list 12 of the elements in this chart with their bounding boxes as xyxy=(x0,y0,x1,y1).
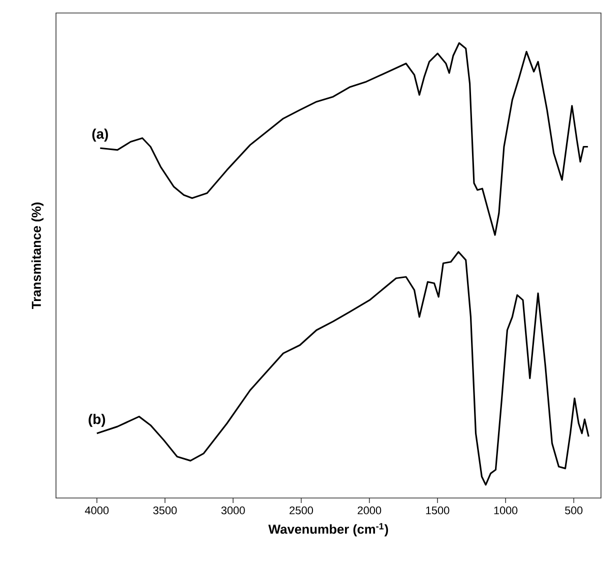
x-tick-label: 2000 xyxy=(358,506,382,514)
x-tick-label: 1500 xyxy=(426,506,450,514)
x-tick-label: 500 xyxy=(565,506,582,514)
series-label: (a) xyxy=(92,128,108,142)
x-tick-label: 1000 xyxy=(494,506,518,514)
x-tick-label: 3000 xyxy=(221,506,245,514)
x-tick-label: 4000 xyxy=(84,506,109,514)
series-label: (b) xyxy=(88,414,106,427)
x-axis-title: Wavenumber (cm$^{-1}$) xyxy=(268,523,388,536)
x-tick-label: 2500 xyxy=(290,506,313,514)
x-tick-label: 3500 xyxy=(153,506,177,514)
y-axis-title: Transmitance (%) xyxy=(31,202,44,309)
